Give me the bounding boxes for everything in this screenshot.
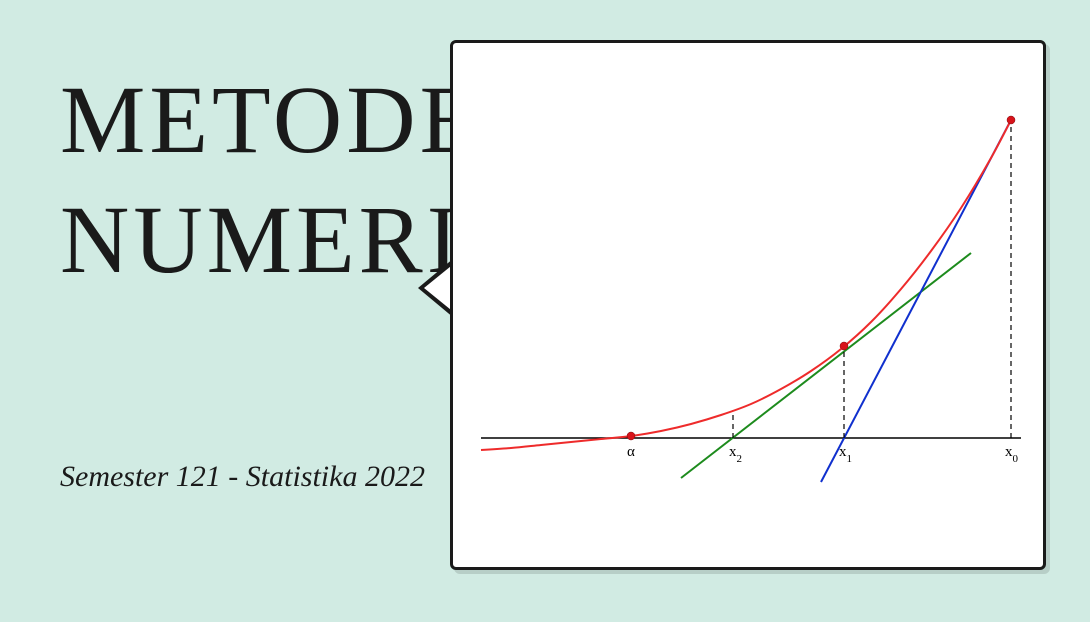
svg-text:x2: x2 xyxy=(729,444,742,465)
svg-text:x1: x1 xyxy=(839,444,852,465)
svg-text:x0: x0 xyxy=(1005,444,1019,465)
newton-method-chart: α x2 x1 x0 xyxy=(471,68,1031,548)
svg-text:α: α xyxy=(627,444,635,460)
subtitle: Semester 121 - Statistika 2022 xyxy=(60,460,425,494)
chart-card: α x2 x1 x0 xyxy=(450,40,1046,570)
